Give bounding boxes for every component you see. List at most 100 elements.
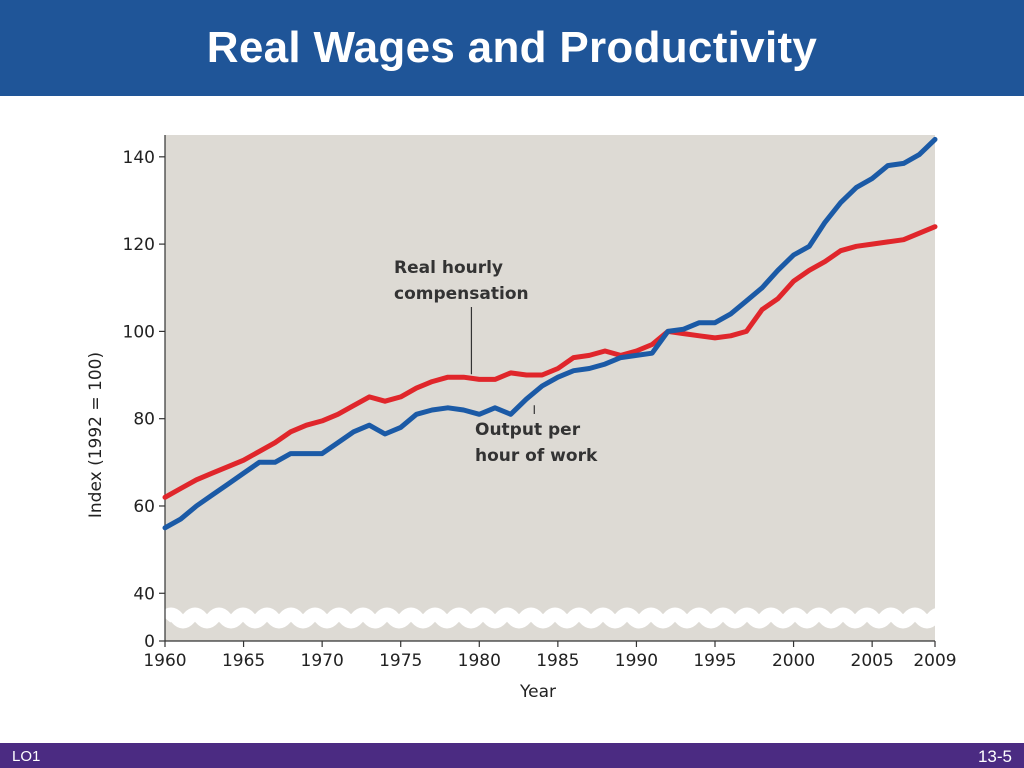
learning-objective-label: LO1 — [12, 748, 41, 765]
output-per-hour-point — [351, 429, 356, 434]
real-hourly-compensation-point — [901, 237, 906, 242]
real-hourly-compensation-point — [823, 259, 828, 264]
real-hourly-compensation-point — [603, 349, 608, 354]
x-tick-label: 1965 — [222, 651, 265, 671]
x-tick-label: 1995 — [693, 651, 736, 671]
real-hourly-compensation-point — [273, 440, 278, 445]
output-per-hour-point — [744, 298, 749, 303]
output-per-hour-point — [225, 482, 230, 487]
output-per-hour-point — [508, 412, 513, 417]
output-per-hour-point — [728, 311, 733, 316]
real-hourly-compensation-point — [304, 423, 309, 428]
output-per-hour-point — [917, 152, 922, 157]
real-hourly-compensation-point — [257, 449, 262, 454]
output-per-hour-point — [477, 412, 482, 417]
real-hourly-compensation-point — [178, 486, 183, 491]
output-per-hour-point — [807, 244, 812, 249]
x-tick-label: 1990 — [615, 651, 658, 671]
real-hourly-compensation-point — [650, 342, 655, 347]
output-per-hour-point — [241, 471, 246, 476]
output-per-hour-point — [823, 220, 828, 225]
output-per-hour-point — [933, 137, 938, 142]
real-hourly-compensation-point — [430, 379, 435, 384]
plot-area — [165, 135, 935, 641]
output-per-hour-point — [854, 185, 859, 190]
real-hourly-compensation-point — [398, 394, 403, 399]
compensation-annotation: compensation — [394, 284, 529, 304]
output-per-hour-point — [461, 408, 466, 413]
output-per-hour-point — [603, 362, 608, 367]
real-hourly-compensation-point — [493, 377, 498, 382]
output-per-hour-point — [430, 408, 435, 413]
output-per-hour-point — [775, 268, 780, 273]
axis-break-wave — [159, 607, 963, 629]
output-per-hour-point — [665, 329, 670, 334]
x-tick-label: 1985 — [536, 651, 579, 671]
output-per-hour-point — [681, 327, 686, 332]
real-hourly-compensation-line — [162, 224, 938, 500]
page-number: 13-5 — [977, 747, 1012, 766]
y-tick-label: 60 — [133, 497, 155, 517]
output-per-hour-line — [162, 136, 938, 531]
output-per-hour-point — [320, 451, 325, 456]
real-hourly-compensation-point — [885, 239, 890, 244]
x-tick-label: 1980 — [458, 651, 501, 671]
real-hourly-compensation-point — [587, 353, 592, 358]
output-per-hour-point — [335, 440, 340, 445]
compensation-annotation: Real hourly — [394, 258, 503, 278]
y-tick-label: 100 — [123, 322, 155, 342]
output-per-hour-point — [493, 405, 498, 410]
y-tick-label: 0 — [144, 632, 155, 652]
real-hourly-compensation-point — [383, 399, 388, 404]
slide-title: Real Wages and Productivity — [206, 23, 818, 72]
real-hourly-compensation-point — [571, 355, 576, 360]
real-hourly-compensation-point — [351, 403, 356, 408]
output-per-hour-point — [838, 200, 843, 205]
output-per-hour-point — [650, 351, 655, 356]
real-hourly-compensation-point — [775, 296, 780, 301]
real-hourly-compensation-point — [870, 242, 875, 247]
output-annotation: Output per — [475, 420, 581, 440]
y-tick-label: 80 — [133, 410, 155, 430]
output-per-hour-point — [870, 176, 875, 181]
output-per-hour-point — [398, 425, 403, 430]
output-per-hour-point — [618, 355, 623, 360]
output-per-hour-point — [713, 320, 718, 325]
real-hourly-compensation-point — [760, 307, 765, 312]
output-per-hour-point — [697, 320, 702, 325]
real-hourly-compensation-point — [524, 373, 529, 378]
footer-bar: LO1 13-5 — [0, 743, 1024, 768]
output-per-hour-point — [383, 432, 388, 437]
real-hourly-compensation-point — [225, 464, 230, 469]
real-hourly-compensation-point — [288, 429, 293, 434]
real-hourly-compensation-point — [508, 370, 513, 375]
real-hourly-compensation-point — [540, 373, 545, 378]
real-hourly-compensation-point — [461, 375, 466, 380]
real-hourly-compensation-point — [854, 244, 859, 249]
output-per-hour-point — [524, 397, 529, 402]
real-hourly-compensation-point — [241, 458, 246, 463]
output-per-hour-point — [901, 161, 906, 166]
x-tick-label: 1970 — [301, 651, 344, 671]
output-per-hour-point — [540, 384, 545, 389]
output-per-hour-point — [760, 285, 765, 290]
real-hourly-compensation-point — [320, 418, 325, 423]
y-tick-label: 140 — [123, 148, 155, 168]
x-tick-label: 2005 — [851, 651, 894, 671]
x-tick-label: 2000 — [772, 651, 815, 671]
real-hourly-compensation-point — [414, 386, 419, 391]
output-per-hour-point — [791, 253, 796, 258]
output-per-hour-point — [367, 423, 372, 428]
output-per-hour-point — [555, 375, 560, 380]
output-per-hour-point — [163, 525, 168, 530]
x-tick-label: 1960 — [143, 651, 186, 671]
real-hourly-compensation-point — [933, 224, 938, 229]
line-chart: 0 40 60 80 100 120 140 1960 1965 1970 1975 1980 1985… — [86, 135, 963, 702]
x-axis-title: Year — [519, 682, 556, 702]
real-hourly-compensation-point — [194, 477, 199, 482]
output-per-hour-point — [304, 451, 309, 456]
y-axis-title: Index (1992 = 100) — [86, 352, 106, 518]
real-hourly-compensation-point — [555, 366, 560, 371]
x-tick-label: 2009 — [913, 651, 956, 671]
real-hourly-compensation-point — [791, 279, 796, 284]
